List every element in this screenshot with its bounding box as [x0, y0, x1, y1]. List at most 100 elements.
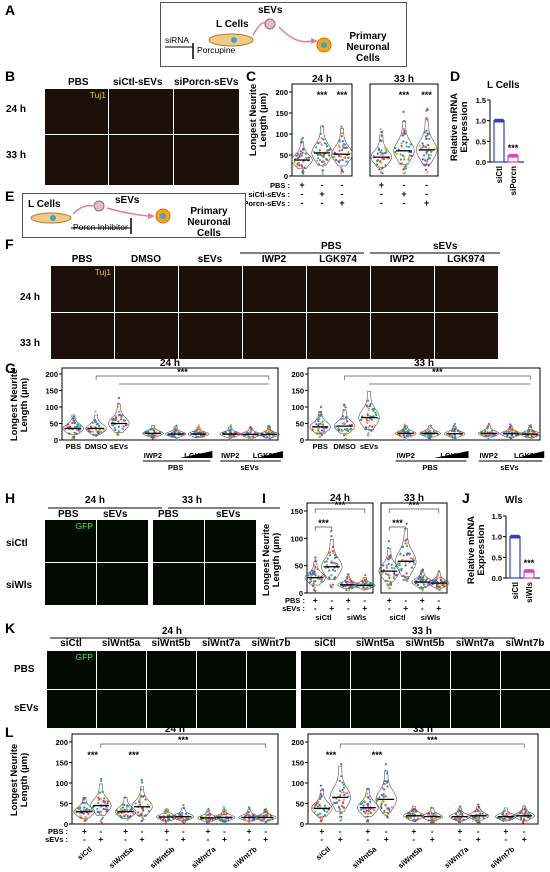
data-point — [385, 772, 389, 775]
micrograph: Tuj1 — [50, 265, 115, 313]
data-point — [524, 568, 528, 573]
data-point — [317, 423, 320, 426]
sign-mark: + — [181, 834, 186, 844]
sign-mark: + — [339, 198, 344, 208]
data-point — [383, 147, 386, 150]
data-point — [514, 153, 518, 158]
data-point — [314, 420, 317, 423]
data-point — [322, 815, 325, 818]
b-col-sictl: siCtl-sEVs — [113, 77, 163, 88]
data-point — [313, 586, 316, 589]
data-point — [322, 155, 325, 158]
data-point — [147, 429, 150, 432]
data-point — [380, 153, 383, 156]
data-point — [406, 552, 409, 555]
data-point — [405, 438, 408, 441]
data-point — [229, 424, 233, 427]
data-point — [508, 818, 511, 821]
chart-g: 24 h050100150200***PBSDMSOsEVsIWP2LGK974… — [45, 358, 545, 472]
data-point — [337, 429, 341, 432]
panel-label-k: K — [5, 620, 16, 636]
micrograph — [196, 689, 247, 729]
data-point — [308, 571, 312, 574]
data-point — [342, 585, 345, 588]
d-title: L Cells — [487, 80, 520, 91]
data-point — [408, 552, 411, 555]
data-point — [340, 775, 343, 778]
data-point — [72, 415, 75, 418]
violin-outline — [494, 807, 517, 821]
data-point — [320, 154, 323, 157]
data-point — [437, 588, 440, 591]
data-point — [425, 129, 428, 132]
data-point — [527, 568, 531, 573]
micrograph — [204, 562, 257, 606]
data-point — [429, 810, 432, 813]
data-point — [164, 820, 167, 823]
data-point — [425, 109, 428, 112]
y-tick-label: 100 — [290, 534, 303, 543]
data-point — [339, 166, 343, 169]
sign-mark: + — [346, 595, 351, 605]
chart-title: 33 h — [413, 724, 433, 735]
data-point — [404, 539, 407, 542]
data-point — [334, 569, 337, 573]
data-point — [121, 414, 124, 417]
data-point — [404, 427, 407, 430]
target-label: Primary Neuronal Cells — [346, 31, 390, 64]
sign-mark: - — [380, 198, 383, 208]
data-point — [73, 431, 76, 434]
data-point — [125, 813, 128, 817]
data-point — [269, 430, 272, 433]
y-tick-label: 50 — [296, 800, 304, 809]
data-point — [516, 534, 520, 539]
data-point — [175, 438, 178, 441]
j-ylabel: Relative mRNA Expression — [466, 515, 487, 585]
data-point — [390, 563, 393, 566]
sig-label: *** — [399, 90, 410, 100]
data-point — [76, 807, 80, 810]
sign-mark: - — [403, 198, 406, 208]
data-point — [224, 820, 227, 823]
data-point — [368, 424, 371, 427]
micrograph — [450, 650, 501, 690]
x-tick-label: siPorcn — [509, 166, 518, 195]
data-point — [485, 814, 488, 817]
data-point — [405, 145, 408, 148]
data-point — [323, 141, 326, 145]
k-time-24: 24 h — [162, 626, 183, 637]
data-point — [374, 411, 377, 414]
data-point — [392, 576, 395, 580]
sig-label: *** — [87, 750, 98, 760]
data-point — [340, 763, 343, 766]
sig-bracket — [388, 526, 407, 531]
data-point — [450, 429, 454, 432]
data-point — [316, 805, 320, 808]
data-point — [343, 146, 346, 149]
data-point — [366, 421, 369, 425]
data-point — [426, 171, 429, 174]
data-point — [83, 806, 86, 809]
data-point — [508, 436, 511, 439]
data-point — [82, 808, 85, 811]
violin-outline — [309, 411, 332, 435]
data-point — [220, 813, 223, 816]
sign-mark: + — [338, 834, 343, 844]
sign-mark: - — [347, 603, 350, 613]
data-point — [138, 804, 141, 807]
data-point — [312, 150, 315, 153]
data-point — [496, 431, 499, 435]
data-point — [85, 817, 88, 820]
data-point — [297, 162, 301, 165]
column-label: LGK974 — [447, 254, 485, 265]
y-tick-label: 50 — [280, 151, 288, 160]
data-point — [384, 782, 387, 785]
violin-outline — [443, 426, 466, 438]
data-point — [265, 436, 268, 439]
data-point — [395, 573, 398, 577]
e-sevs: sEVs — [115, 195, 140, 206]
column-label: siWnt5a — [101, 638, 141, 649]
chart-title: 33 h — [404, 493, 424, 504]
data-point — [503, 817, 506, 821]
